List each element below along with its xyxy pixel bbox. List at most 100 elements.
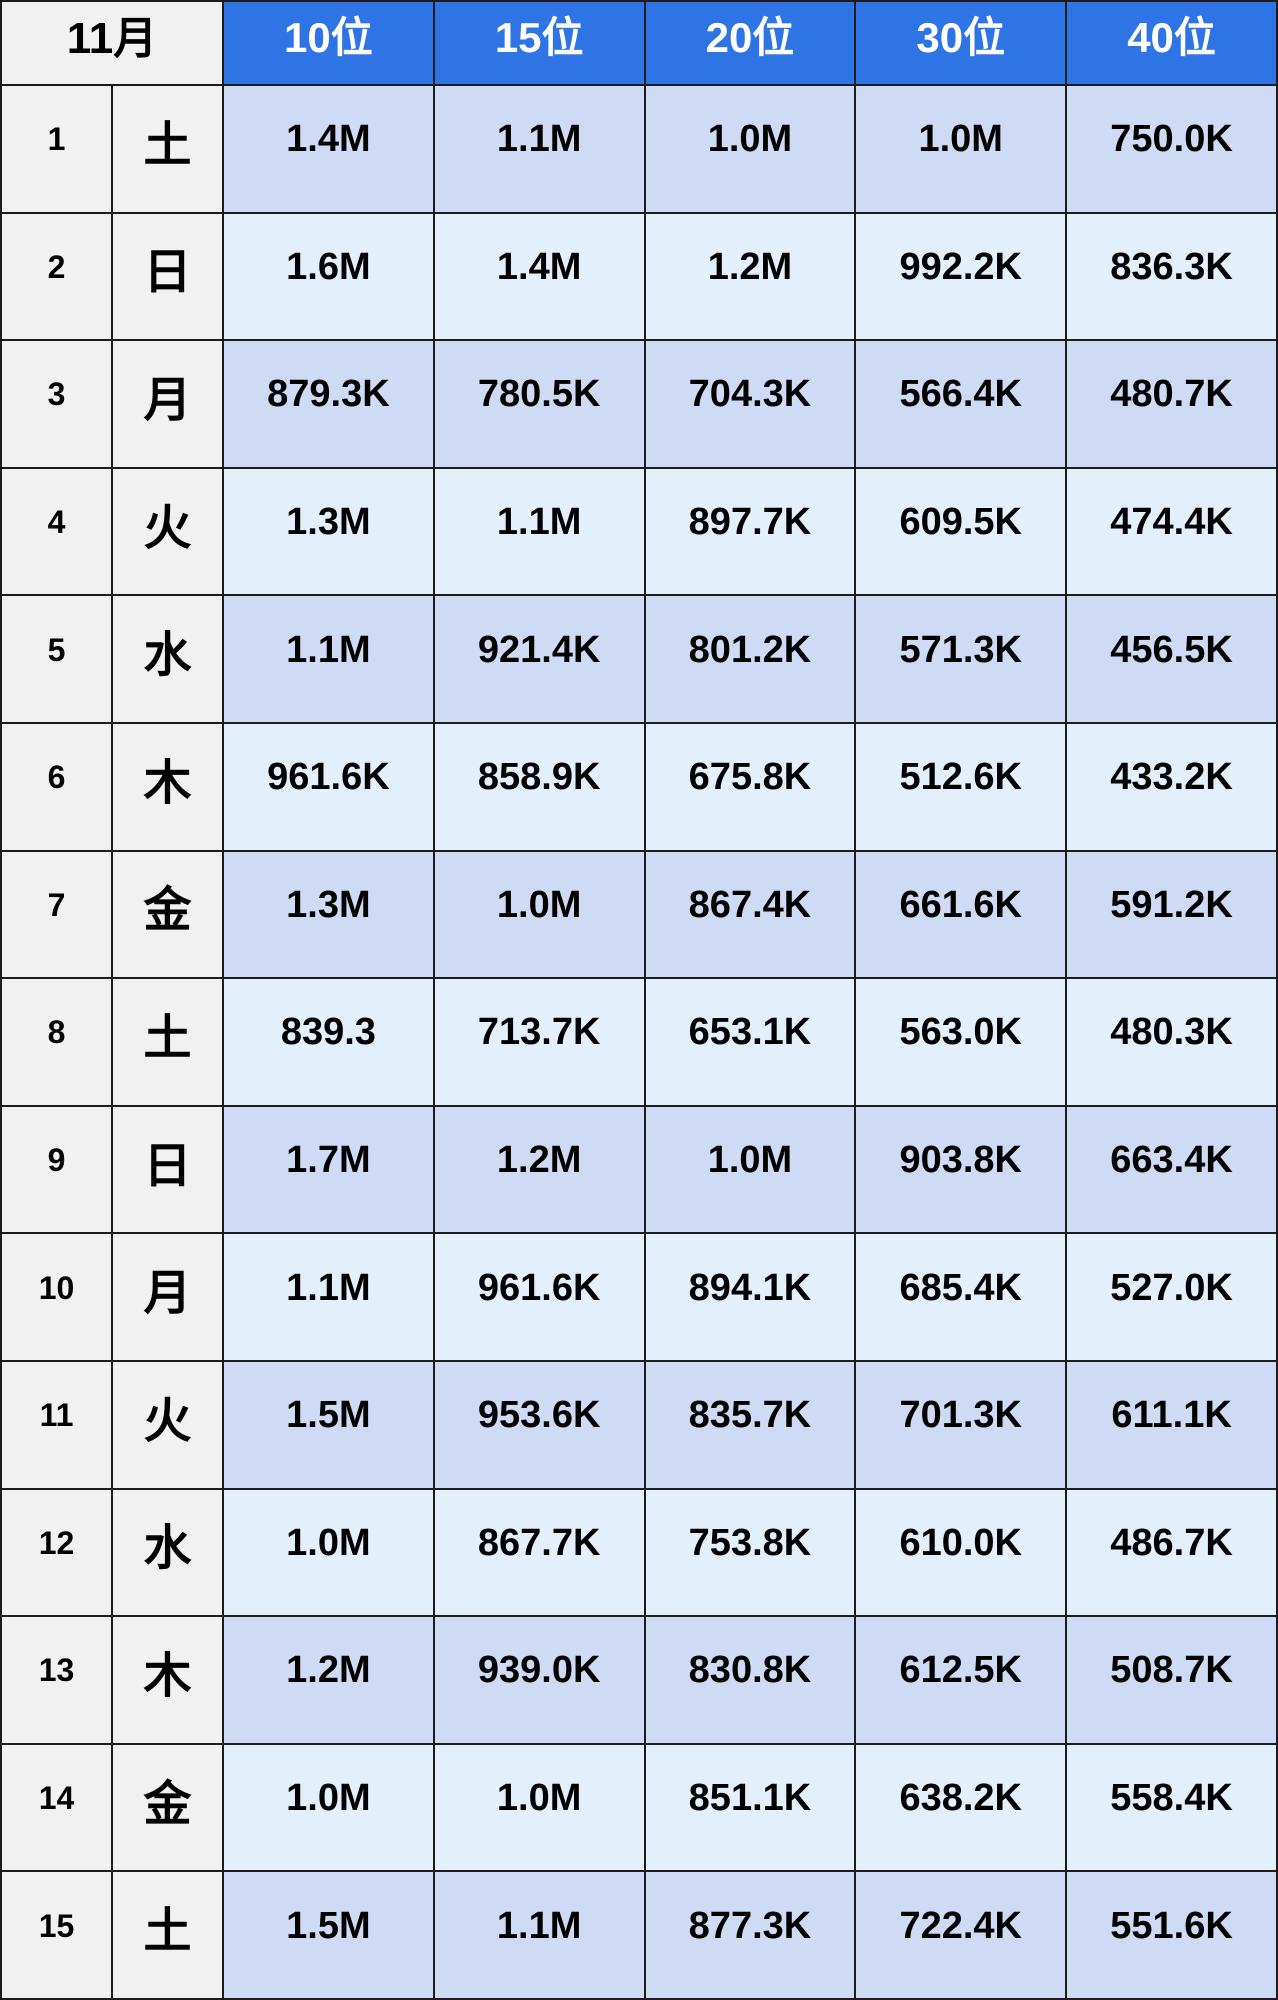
value-cell: 480.3K — [1065, 977, 1278, 1107]
value-cell: 486.7K — [1065, 1487, 1278, 1618]
date-cell: 5 — [0, 594, 113, 724]
value-cell: 591.2K — [1065, 849, 1278, 980]
value-cell: 609.5K — [854, 466, 1068, 597]
value-cell: 722.4K — [854, 1870, 1068, 2000]
column-header-rank-30: 30位 — [854, 0, 1068, 86]
value-cell: 1.2M — [432, 1104, 646, 1235]
weekday-cell: 火 — [111, 1359, 224, 1490]
value-cell: 663.4K — [1065, 1104, 1278, 1235]
value-cell: 839.3 — [222, 977, 435, 1107]
table-row: 15 土 1.5M 1.1M 877.3K 722.4K 551.6K — [0, 1870, 1278, 2000]
date-cell: 9 — [0, 1104, 113, 1235]
value-cell: 1.7M — [222, 1104, 435, 1235]
table-row: 2 日 1.6M 1.4M 1.2M 992.2K 836.3K — [0, 211, 1278, 342]
weekday-cell: 水 — [111, 1487, 224, 1618]
weekday-cell: 日 — [111, 211, 224, 342]
value-cell: 877.3K — [643, 1870, 857, 2000]
value-cell: 894.1K — [643, 1232, 857, 1362]
weekday-cell: 金 — [111, 849, 224, 980]
value-cell: 835.7K — [643, 1359, 857, 1490]
value-cell: 921.4K — [432, 594, 646, 724]
table-row: 13 木 1.2M 939.0K 830.8K 612.5K 508.7K — [0, 1615, 1278, 1745]
value-cell: 508.7K — [1065, 1615, 1278, 1745]
weekday-cell: 日 — [111, 1104, 224, 1235]
value-cell: 851.1K — [643, 1742, 857, 1873]
value-cell: 1.6M — [222, 211, 435, 342]
value-cell: 830.8K — [643, 1615, 857, 1745]
value-cell: 1.3M — [222, 466, 435, 597]
value-cell: 780.5K — [432, 339, 646, 469]
table-row: 10 月 1.1M 961.6K 894.1K 685.4K 527.0K — [0, 1232, 1278, 1362]
value-cell: 474.4K — [1065, 466, 1278, 597]
value-cell: 661.6K — [854, 849, 1068, 980]
value-cell: 566.4K — [854, 339, 1068, 469]
value-cell: 1.0M — [643, 84, 857, 214]
column-header-rank-40: 40位 — [1065, 0, 1278, 86]
value-cell: 867.7K — [432, 1487, 646, 1618]
date-cell: 10 — [0, 1232, 113, 1362]
date-cell: 1 — [0, 84, 113, 214]
value-cell: 1.1M — [222, 594, 435, 724]
value-cell: 638.2K — [854, 1742, 1068, 1873]
table-body: 1 土 1.4M 1.1M 1.0M 1.0M 750.0K 2 日 1.6M 1.4M 1.2M 99… — [0, 84, 1278, 2000]
value-cell: 1.0M — [854, 84, 1068, 214]
value-cell: 1.0M — [432, 849, 646, 980]
value-cell: 1.2M — [643, 211, 857, 342]
weekday-cell: 土 — [111, 84, 224, 214]
value-cell: 903.8K — [854, 1104, 1068, 1235]
value-cell: 1.2M — [222, 1615, 435, 1745]
value-cell: 480.7K — [1065, 339, 1278, 469]
column-header-rank-10: 10位 — [222, 0, 435, 86]
date-cell: 8 — [0, 977, 113, 1107]
weekday-cell: 土 — [111, 1870, 224, 2000]
value-cell: 801.2K — [643, 594, 857, 724]
table-row: 14 金 1.0M 1.0M 851.1K 638.2K 558.4K — [0, 1742, 1278, 1873]
date-cell: 6 — [0, 721, 113, 852]
date-cell: 2 — [0, 211, 113, 342]
value-cell: 685.4K — [854, 1232, 1068, 1362]
value-cell: 1.5M — [222, 1359, 435, 1490]
value-cell: 897.7K — [643, 466, 857, 597]
weekday-cell: 金 — [111, 1742, 224, 1873]
value-cell: 750.0K — [1065, 84, 1278, 214]
value-cell: 563.0K — [854, 977, 1068, 1107]
value-cell: 1.0M — [222, 1742, 435, 1873]
value-cell: 1.0M — [432, 1742, 646, 1873]
weekday-cell: 火 — [111, 466, 224, 597]
value-cell: 551.6K — [1065, 1870, 1278, 2000]
table-row: 5 水 1.1M 921.4K 801.2K 571.3K 456.5K — [0, 594, 1278, 724]
value-cell: 1.1M — [432, 84, 646, 214]
column-header-rank-20: 20位 — [643, 0, 857, 86]
value-cell: 1.3M — [222, 849, 435, 980]
value-cell: 953.6K — [432, 1359, 646, 1490]
value-cell: 1.1M — [432, 1870, 646, 2000]
value-cell: 1.4M — [222, 84, 435, 214]
date-cell: 15 — [0, 1870, 113, 2000]
value-cell: 753.8K — [643, 1487, 857, 1618]
table-row: 8 土 839.3 713.7K 653.1K 563.0K 480.3K — [0, 977, 1278, 1107]
column-header-rank-15: 15位 — [432, 0, 646, 86]
value-cell: 456.5K — [1065, 594, 1278, 724]
value-cell: 1.1M — [432, 466, 646, 597]
table-row: 6 木 961.6K 858.9K 675.8K 512.6K 433.2K — [0, 721, 1278, 852]
weekday-cell: 水 — [111, 594, 224, 724]
month-title-cell: 11月 — [0, 0, 224, 86]
date-cell: 11 — [0, 1359, 113, 1490]
value-cell: 558.4K — [1065, 1742, 1278, 1873]
date-cell: 13 — [0, 1615, 113, 1745]
value-cell: 433.2K — [1065, 721, 1278, 852]
weekday-cell: 土 — [111, 977, 224, 1107]
value-cell: 701.3K — [854, 1359, 1068, 1490]
table-row: 7 金 1.3M 1.0M 867.4K 661.6K 591.2K — [0, 849, 1278, 980]
value-cell: 961.6K — [432, 1232, 646, 1362]
header-row: 11月 10位 15位 20位 30位 40位 — [0, 0, 1278, 86]
value-cell: 610.0K — [854, 1487, 1068, 1618]
date-cell: 14 — [0, 1742, 113, 1873]
value-cell: 1.0M — [643, 1104, 857, 1235]
value-cell: 675.8K — [643, 721, 857, 852]
date-cell: 12 — [0, 1487, 113, 1618]
table-row: 3 月 879.3K 780.5K 704.3K 566.4K 480.7K — [0, 339, 1278, 469]
weekday-cell: 木 — [111, 1615, 224, 1745]
value-cell: 571.3K — [854, 594, 1068, 724]
